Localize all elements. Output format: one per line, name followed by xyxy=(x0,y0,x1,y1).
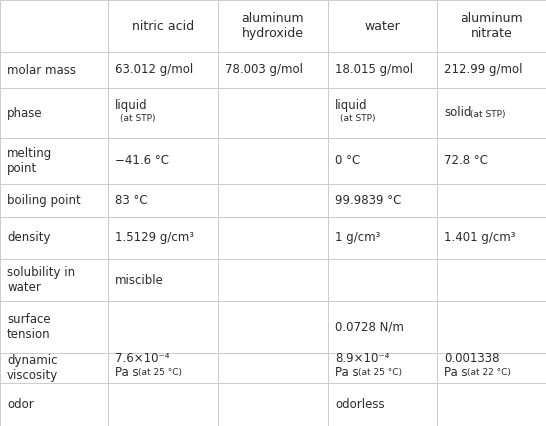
Bar xyxy=(437,383,546,426)
Bar xyxy=(437,138,546,184)
Text: water: water xyxy=(365,20,400,32)
Bar xyxy=(218,0,328,52)
Bar xyxy=(328,0,437,52)
Bar xyxy=(0,383,108,426)
Text: solubility in
water: solubility in water xyxy=(7,266,75,294)
Bar xyxy=(0,259,108,301)
Bar xyxy=(437,0,546,52)
Bar xyxy=(328,259,437,301)
Bar xyxy=(328,52,437,88)
Bar xyxy=(218,301,328,353)
Text: phase: phase xyxy=(7,106,43,120)
Text: odorless: odorless xyxy=(335,398,384,411)
Text: aluminum
nitrate: aluminum nitrate xyxy=(460,12,523,40)
Bar xyxy=(218,184,328,217)
Text: 212.99 g/mol: 212.99 g/mol xyxy=(444,63,523,77)
Bar xyxy=(218,383,328,426)
Bar xyxy=(218,259,328,301)
Bar xyxy=(108,301,218,353)
Bar xyxy=(0,0,108,52)
Text: surface
tension: surface tension xyxy=(7,313,51,341)
Bar xyxy=(328,88,437,138)
Text: (at 25 °C): (at 25 °C) xyxy=(138,368,182,377)
Bar xyxy=(0,184,108,217)
Bar xyxy=(437,52,546,88)
Text: aluminum
hydroxide: aluminum hydroxide xyxy=(242,12,304,40)
Text: 99.9839 °C: 99.9839 °C xyxy=(335,194,401,207)
Text: Pa s: Pa s xyxy=(335,366,359,378)
Text: (at STP): (at STP) xyxy=(470,109,506,118)
Bar xyxy=(328,383,437,426)
Bar xyxy=(0,301,108,353)
Bar xyxy=(218,217,328,259)
Text: Pa s: Pa s xyxy=(115,366,139,378)
Text: 0.001338: 0.001338 xyxy=(444,352,500,366)
Text: 78.003 g/mol: 78.003 g/mol xyxy=(225,63,303,77)
Text: melting
point: melting point xyxy=(7,147,52,175)
Text: 72.8 °C: 72.8 °C xyxy=(444,155,488,167)
Text: 83 °C: 83 °C xyxy=(115,194,147,207)
Bar xyxy=(0,217,108,259)
Bar xyxy=(328,138,437,184)
Text: 0.0728 N/m: 0.0728 N/m xyxy=(335,320,404,334)
Text: liquid: liquid xyxy=(115,100,147,112)
Bar xyxy=(437,301,546,353)
Text: solid: solid xyxy=(444,106,472,120)
Bar xyxy=(108,184,218,217)
Bar xyxy=(218,353,328,383)
Text: molar mass: molar mass xyxy=(7,63,76,77)
Text: 0 °C: 0 °C xyxy=(335,155,360,167)
Bar xyxy=(437,353,546,383)
Text: 18.015 g/mol: 18.015 g/mol xyxy=(335,63,413,77)
Text: 1.5129 g/cm³: 1.5129 g/cm³ xyxy=(115,231,194,245)
Text: 1 g/cm³: 1 g/cm³ xyxy=(335,231,381,245)
Bar xyxy=(218,52,328,88)
Text: density: density xyxy=(7,231,50,245)
Text: (at 25 °C): (at 25 °C) xyxy=(358,368,402,377)
Bar xyxy=(218,88,328,138)
Bar xyxy=(108,52,218,88)
Bar xyxy=(0,88,108,138)
Bar xyxy=(108,259,218,301)
Bar xyxy=(108,217,218,259)
Text: dynamic
viscosity: dynamic viscosity xyxy=(7,354,58,382)
Bar xyxy=(437,259,546,301)
Text: −41.6 °C: −41.6 °C xyxy=(115,155,169,167)
Bar xyxy=(108,138,218,184)
Bar xyxy=(0,353,108,383)
Bar xyxy=(328,353,437,383)
Bar xyxy=(218,138,328,184)
Bar xyxy=(328,217,437,259)
Text: (at 22 °C): (at 22 °C) xyxy=(467,368,511,377)
Bar xyxy=(437,184,546,217)
Text: (at STP): (at STP) xyxy=(120,115,156,124)
Bar xyxy=(108,353,218,383)
Bar xyxy=(328,184,437,217)
Bar xyxy=(108,383,218,426)
Text: (at STP): (at STP) xyxy=(340,115,376,124)
Bar xyxy=(328,301,437,353)
Text: nitric acid: nitric acid xyxy=(132,20,194,32)
Bar xyxy=(437,217,546,259)
Text: odor: odor xyxy=(7,398,34,411)
Bar xyxy=(0,138,108,184)
Bar xyxy=(0,52,108,88)
Text: boiling point: boiling point xyxy=(7,194,81,207)
Bar xyxy=(437,88,546,138)
Text: 63.012 g/mol: 63.012 g/mol xyxy=(115,63,193,77)
Text: 8.9×10⁻⁴: 8.9×10⁻⁴ xyxy=(335,352,389,366)
Bar xyxy=(108,0,218,52)
Text: Pa s: Pa s xyxy=(444,366,467,378)
Text: liquid: liquid xyxy=(335,100,367,112)
Text: miscible: miscible xyxy=(115,273,164,287)
Bar xyxy=(108,88,218,138)
Text: 7.6×10⁻⁴: 7.6×10⁻⁴ xyxy=(115,352,169,366)
Text: 1.401 g/cm³: 1.401 g/cm³ xyxy=(444,231,515,245)
